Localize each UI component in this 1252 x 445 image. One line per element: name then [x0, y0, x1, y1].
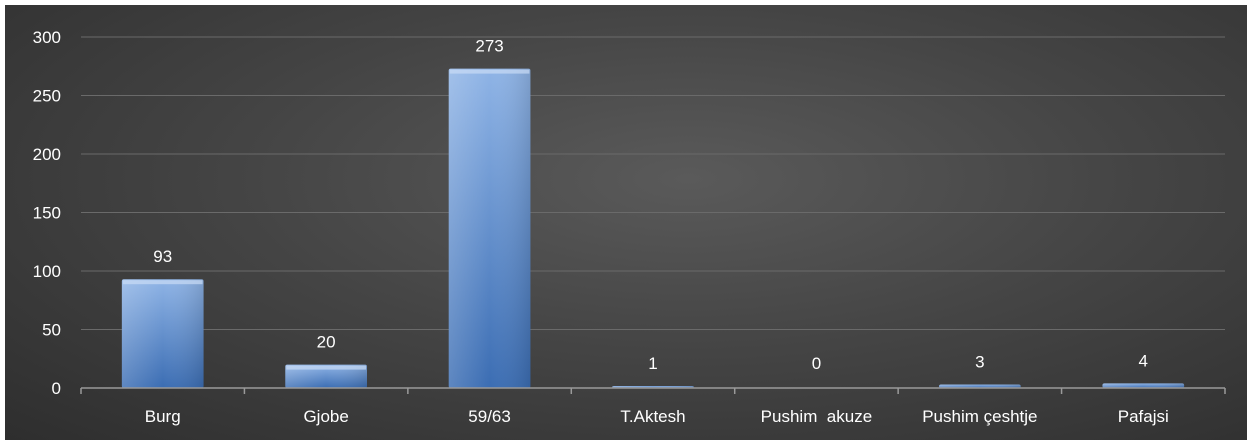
bar-top-edge [122, 280, 203, 285]
data-label: 1 [648, 354, 657, 373]
gridlines [81, 36, 1225, 330]
x-axis [80, 387, 1226, 394]
data-label: 0 [812, 354, 821, 373]
x-tick-label: Gjobe [303, 407, 348, 426]
y-tick-label: 300 [33, 28, 61, 47]
y-tick-label: 250 [33, 87, 61, 106]
data-label: 273 [475, 37, 503, 56]
x-tick-label: T.Aktesh [620, 407, 685, 426]
x-tick-label: Pafajsi [1118, 407, 1169, 426]
x-tick-label: Pushim çeshtje [922, 407, 1037, 426]
y-tick-label: 100 [33, 262, 61, 281]
data-label: 4 [1139, 351, 1148, 370]
bars [121, 68, 1185, 388]
bar-top-edge [286, 365, 366, 370]
bar-highlight [285, 364, 367, 388]
x-tick-label: 59/63 [468, 407, 511, 426]
bar-highlight [121, 279, 204, 388]
data-label: 20 [317, 333, 336, 352]
bar-highlight [939, 384, 1021, 388]
x-axis-labels: Burg Gjobe 59/63 T.Aktesh Pushim akuze Pushim… [145, 407, 1169, 426]
y-tick-label: 150 [33, 204, 61, 223]
data-labels: 93 20 273 1 0 3 4 [153, 37, 1148, 373]
data-label: 93 [153, 247, 172, 266]
bar-highlight [1102, 383, 1185, 388]
y-tick-label: 50 [42, 321, 61, 340]
bar-highlight [448, 68, 531, 388]
x-tick-label: Pushim akuze [761, 407, 873, 426]
data-label: 3 [975, 352, 984, 371]
y-tick-label: 200 [33, 145, 61, 164]
y-tick-label: 0 [52, 379, 61, 398]
bar-top-edge [449, 69, 530, 74]
y-axis: 0 50 100 150 200 250 300 [33, 28, 61, 398]
x-tick-label: Burg [145, 407, 181, 426]
chart-area: 0 50 100 150 200 250 300 Burg Gjobe 59/63 T.Aktes… [5, 5, 1247, 440]
